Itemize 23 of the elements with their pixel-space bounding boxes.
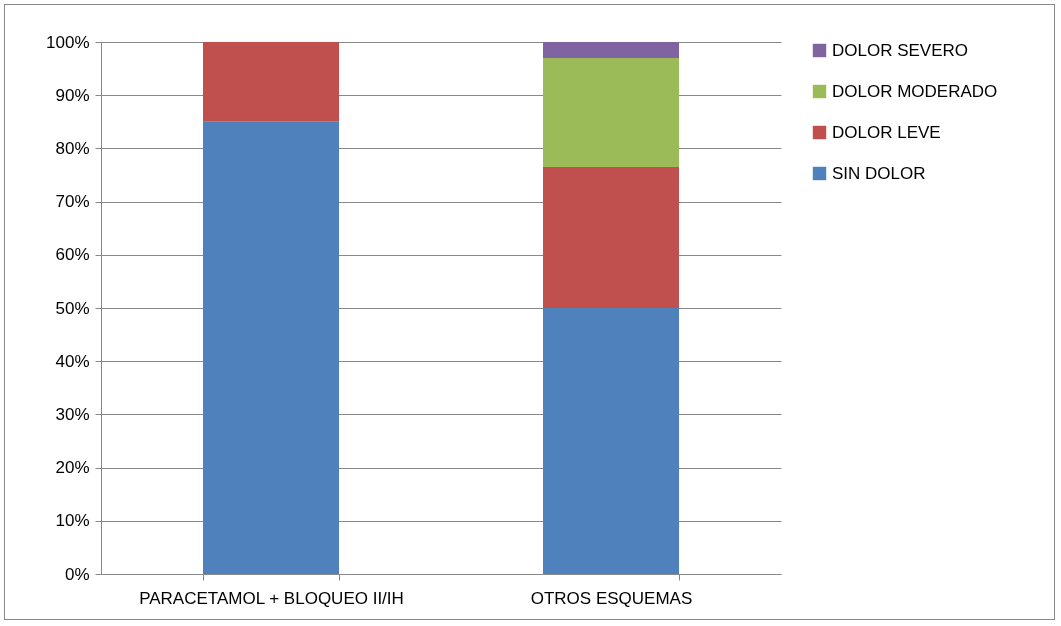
bar: [203, 121, 339, 574]
x-tick-label: PARACETAMOL + BLOQUEO II/IH: [139, 588, 404, 608]
bar: [203, 42, 339, 122]
y-tick-label: 100%: [46, 32, 90, 52]
y-tick-label: 0%: [64, 564, 90, 584]
bar: [543, 57, 679, 168]
bar: [543, 308, 679, 574]
y-tick-label: 70%: [55, 192, 90, 212]
y-tick-label: 20%: [55, 458, 90, 478]
legend-label: SIN DOLOR: [832, 163, 926, 183]
y-tick-label: 60%: [55, 245, 90, 265]
y-tick-label: 10%: [55, 511, 90, 531]
bar: [543, 42, 679, 58]
x-tick-label: OTROS ESQUEMAS: [530, 588, 693, 608]
y-tick-label: 50%: [55, 298, 90, 318]
y-tick-label: 40%: [55, 351, 90, 371]
y-tick-label: 90%: [55, 85, 90, 105]
y-tick-label: 30%: [55, 404, 90, 424]
y-tick-label: 80%: [55, 138, 90, 158]
legend-label: DOLOR SEVERO: [832, 40, 969, 60]
bar: [543, 167, 679, 308]
legend-label: DOLOR MODERADO: [832, 81, 998, 101]
legend-label: DOLOR LEVE: [832, 122, 941, 142]
